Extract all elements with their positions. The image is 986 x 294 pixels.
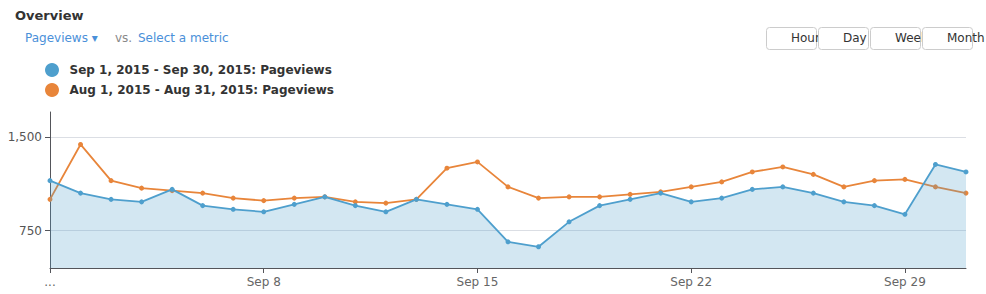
svg-text:Sep 29: Sep 29 [884,275,926,289]
svg-text:Sep 1, 2015 - Sep 30, 2015: Pa: Sep 1, 2015 - Sep 30, 2015: Pageviews [70,63,332,77]
svg-text:Sep 22: Sep 22 [670,275,712,289]
svg-text:vs.: vs. [115,31,132,45]
svg-text:750: 750 [19,224,42,238]
svg-text:Select a metric: Select a metric [138,31,229,45]
svg-text:Sep 8: Sep 8 [247,275,281,289]
svg-text:Overview: Overview [15,8,84,23]
svg-text:Hourly: Hourly [791,31,831,45]
svg-text:Pageviews ▾: Pageviews ▾ [25,31,98,45]
svg-text:Day: Day [843,31,867,45]
svg-text:Week: Week [895,31,928,45]
svg-text:Month: Month [947,31,985,45]
svg-text:...: ... [44,275,55,289]
svg-text:Aug 1, 2015 - Aug 31, 2015: Pa: Aug 1, 2015 - Aug 31, 2015: Pageviews [70,83,334,97]
svg-text:Sep 15: Sep 15 [457,275,499,289]
svg-text:1,500: 1,500 [8,130,42,144]
